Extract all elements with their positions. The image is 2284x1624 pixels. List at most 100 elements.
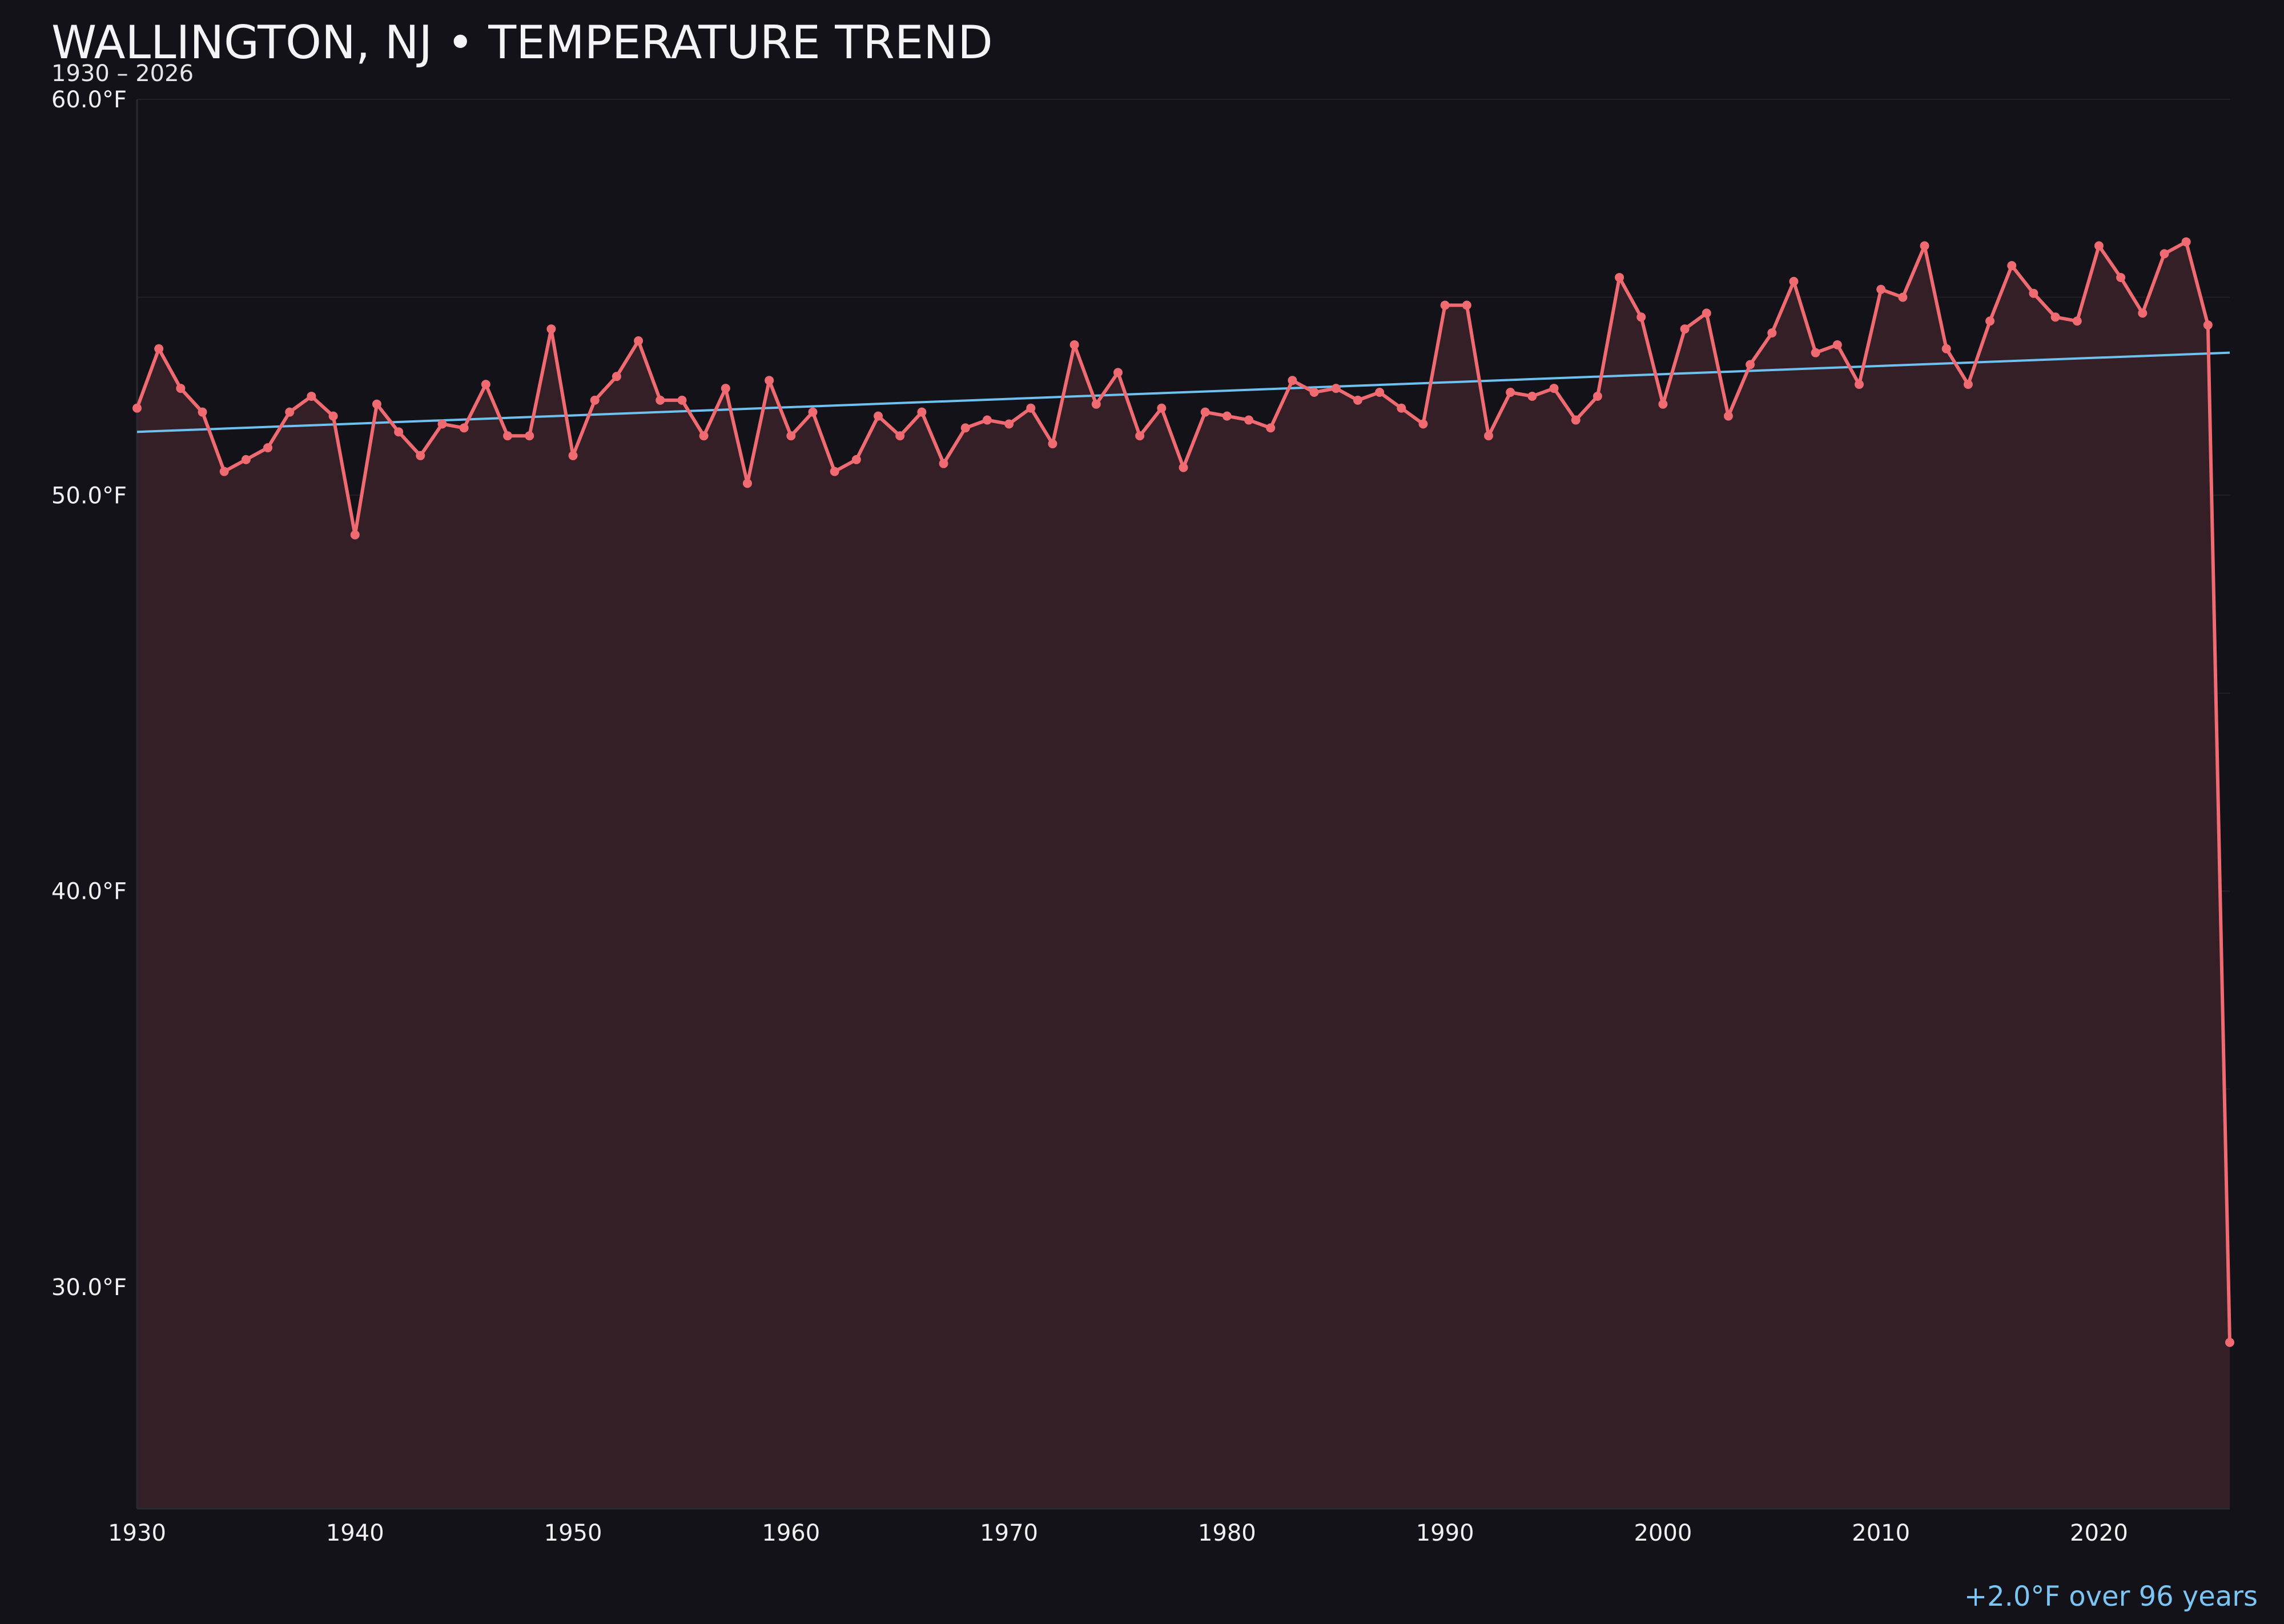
data-point	[1026, 403, 1036, 413]
data-point	[721, 384, 730, 393]
data-point	[1418, 419, 1428, 429]
data-point	[372, 399, 381, 409]
data-point	[219, 467, 229, 476]
data-point	[1331, 384, 1341, 393]
data-point	[503, 431, 513, 441]
data-point	[2203, 320, 2213, 330]
data-point	[132, 403, 142, 413]
data-point	[1636, 312, 1646, 322]
x-tick-label: 1980	[1198, 1520, 1256, 1546]
data-point	[1527, 391, 1537, 401]
data-point	[1222, 411, 1232, 421]
data-point	[1048, 439, 1057, 449]
data-point	[416, 451, 425, 460]
data-point	[459, 423, 469, 433]
data-point	[481, 380, 490, 389]
data-point	[1985, 316, 1995, 326]
data-point	[590, 395, 600, 405]
trend-layer	[136, 351, 2230, 433]
data-point	[2225, 1337, 2234, 1347]
data-point	[2138, 308, 2148, 318]
x-tick-label: 1990	[1416, 1520, 1474, 1546]
data-point	[656, 395, 665, 405]
data-point	[1397, 403, 1406, 413]
chart-subtitle: 1930 – 2026	[51, 61, 194, 87]
data-point	[154, 344, 164, 353]
data-point	[568, 451, 578, 460]
trend-line	[136, 351, 2230, 433]
data-point	[394, 427, 404, 437]
y-tick-label: 50.0°F	[51, 483, 127, 509]
x-tick-label: 1960	[762, 1520, 820, 1546]
series-area	[137, 242, 2230, 1509]
data-point	[1440, 300, 1450, 310]
data-point	[1680, 324, 1690, 334]
data-point	[2094, 241, 2104, 251]
data-point	[1113, 368, 1123, 377]
data-point	[1746, 360, 1755, 369]
data-point	[917, 407, 927, 417]
data-point	[1375, 388, 1385, 397]
trend-note: +2.0°F over 96 years	[1964, 1581, 2258, 1613]
data-point	[808, 407, 818, 417]
x-tick-label: 2020	[2070, 1520, 2128, 1546]
data-point	[1615, 272, 1624, 282]
data-point	[1789, 276, 1799, 286]
data-point	[1179, 463, 1188, 472]
data-point	[1004, 419, 1014, 429]
data-point	[1767, 328, 1777, 338]
x-tick-label: 1930	[108, 1520, 166, 1546]
y-tick-label: 30.0°F	[51, 1275, 127, 1301]
data-point	[1157, 403, 1167, 413]
x-tick-label: 2010	[1852, 1520, 1910, 1546]
y-tick-label: 60.0°F	[51, 87, 127, 113]
data-point	[1702, 308, 1711, 318]
data-point	[612, 372, 621, 381]
data-point	[1832, 340, 1842, 349]
data-point	[546, 324, 556, 334]
x-tick-label: 2000	[1634, 1520, 1692, 1546]
data-point	[1462, 300, 1471, 310]
data-point	[328, 411, 338, 421]
data-point	[2160, 249, 2169, 259]
data-point	[874, 411, 883, 421]
x-tick-label: 1970	[980, 1520, 1038, 1546]
data-point	[198, 407, 207, 417]
data-point	[1288, 376, 1297, 385]
y-tick-label: 40.0°F	[51, 879, 127, 905]
data-point	[2029, 288, 2038, 298]
data-point	[2072, 316, 2082, 326]
data-point	[1266, 423, 1276, 433]
data-point	[1723, 411, 1733, 421]
data-point	[2007, 261, 2017, 271]
data-point	[1506, 388, 1515, 397]
data-point	[699, 431, 709, 441]
data-point	[1920, 241, 1929, 251]
data-point	[634, 336, 644, 345]
data-point	[1244, 415, 1254, 425]
chart-title: WALLINGTON, NJ • TEMPERATURE TREND	[51, 16, 993, 69]
data-point	[1200, 407, 1210, 417]
x-tick-label: 1940	[326, 1520, 384, 1546]
series-layer	[132, 237, 2234, 1347]
y-tick-labels: 30.0°F 40.0°F 50.0°F 60.0°F	[51, 87, 127, 1301]
data-point	[2181, 237, 2191, 247]
data-point	[786, 431, 796, 441]
data-point	[765, 376, 774, 385]
data-point	[939, 459, 948, 468]
data-point	[1309, 388, 1319, 397]
data-point	[437, 419, 447, 429]
data-point	[1658, 399, 1668, 409]
x-tick-label: 1950	[544, 1520, 602, 1546]
data-point	[830, 467, 839, 476]
data-point	[1854, 380, 1864, 389]
data-point	[1963, 380, 1973, 389]
x-tick-labels: 1930 1940 1950 1960 1970 1980 1990 2000 2010 2020	[108, 1520, 2128, 1546]
data-point	[1483, 431, 1493, 441]
data-point	[1593, 391, 1602, 401]
data-point	[677, 395, 687, 405]
data-point	[241, 455, 251, 464]
data-point	[1069, 340, 1079, 349]
data-point	[851, 455, 861, 464]
